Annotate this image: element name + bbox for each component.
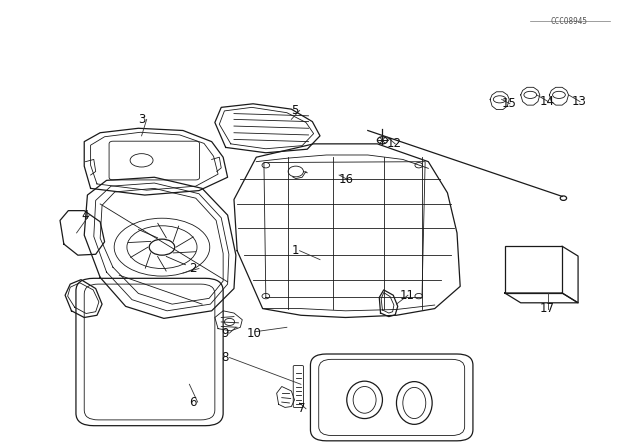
Text: 15: 15 (502, 97, 516, 110)
Text: 8: 8 (221, 351, 228, 364)
Text: 13: 13 (572, 95, 587, 108)
Text: 14: 14 (540, 95, 555, 108)
Text: CCCO8945: CCCO8945 (550, 17, 587, 26)
Bar (505, 246, 562, 293)
Text: 3: 3 (138, 113, 146, 126)
Text: 16: 16 (339, 173, 354, 186)
Text: 1: 1 (291, 244, 299, 257)
Text: 2: 2 (189, 262, 197, 275)
Text: 5: 5 (291, 104, 299, 117)
Text: 7: 7 (298, 402, 305, 415)
Text: 6: 6 (189, 396, 197, 409)
Text: 12: 12 (387, 138, 402, 151)
Text: 11: 11 (399, 289, 415, 302)
Text: 4: 4 (81, 209, 88, 222)
Text: 10: 10 (246, 327, 262, 340)
Text: 9: 9 (221, 327, 228, 340)
Text: 17: 17 (540, 302, 555, 315)
